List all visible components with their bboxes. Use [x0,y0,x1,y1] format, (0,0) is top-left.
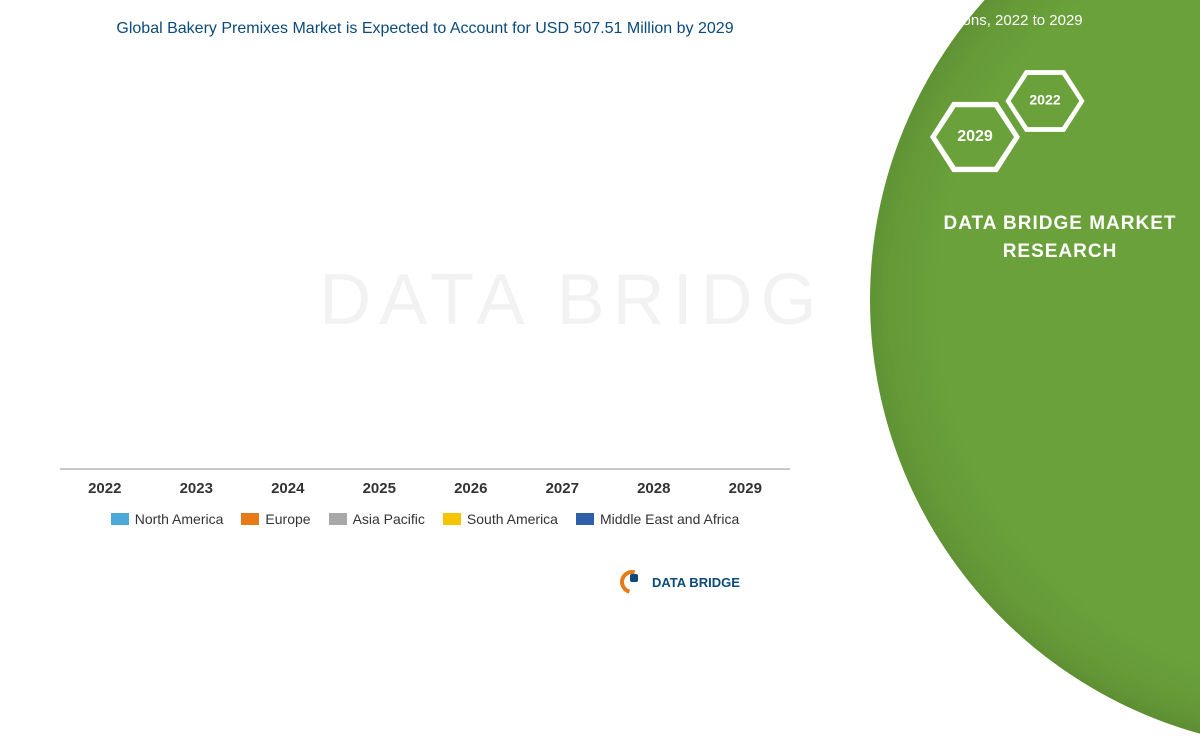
right-panel: By Regions, 2022 to 2029 2022 2029 DATA … [830,0,1200,600]
right-content: By Regions, 2022 to 2029 [890,0,1200,41]
x-axis-label: 2027 [528,480,598,497]
legend-label: Europe [265,511,310,527]
x-axis-label: 2023 [162,480,232,497]
hexagon-back-label: 2022 [1011,72,1080,130]
x-axis-label: 2025 [345,480,415,497]
x-axis-label: 2022 [70,480,140,497]
hexagon-front-label: 2029 [936,104,1014,170]
legend-item: Middle East and Africa [576,511,739,527]
x-axis-label: 2026 [436,480,506,497]
legend-item: North America [111,511,224,527]
chart-legend: North America Europe Asia Pacific South Ame… [40,511,810,527]
brand-line-1: DATA BRIDGE MARKET [944,213,1177,234]
brand-name: DATA BRIDGE MARKET RESEARCH [940,210,1180,265]
legend-label: South America [467,511,558,527]
legend-label: North America [135,511,224,527]
brand-line-2: RESEARCH [1003,241,1118,262]
x-axis-label: 2029 [711,480,781,497]
x-axis-labels: 2022 2023 2024 2025 2026 2027 2028 2029 [60,470,790,497]
right-subtitle: By Regions, 2022 to 2029 [910,10,1180,31]
x-axis-label: 2024 [253,480,323,497]
legend-item: South America [443,511,558,527]
legend-swatch [329,513,347,525]
main-container: Global Bakery Premixes Market is Expecte… [0,0,1200,600]
legend-swatch [111,513,129,525]
legend-swatch [443,513,461,525]
legend-item: Europe [241,511,310,527]
legend-label: Asia Pacific [353,511,425,527]
legend-swatch [241,513,259,525]
legend-label: Middle East and Africa [600,511,739,527]
chart-panel: Global Bakery Premixes Market is Expecte… [0,0,830,600]
legend-item: Asia Pacific [329,511,425,527]
chart-plot-area [60,50,790,470]
chart-title: Global Bakery Premixes Market is Expecte… [80,18,770,40]
legend-swatch [576,513,594,525]
bars-container [60,50,790,468]
x-axis-label: 2028 [619,480,689,497]
